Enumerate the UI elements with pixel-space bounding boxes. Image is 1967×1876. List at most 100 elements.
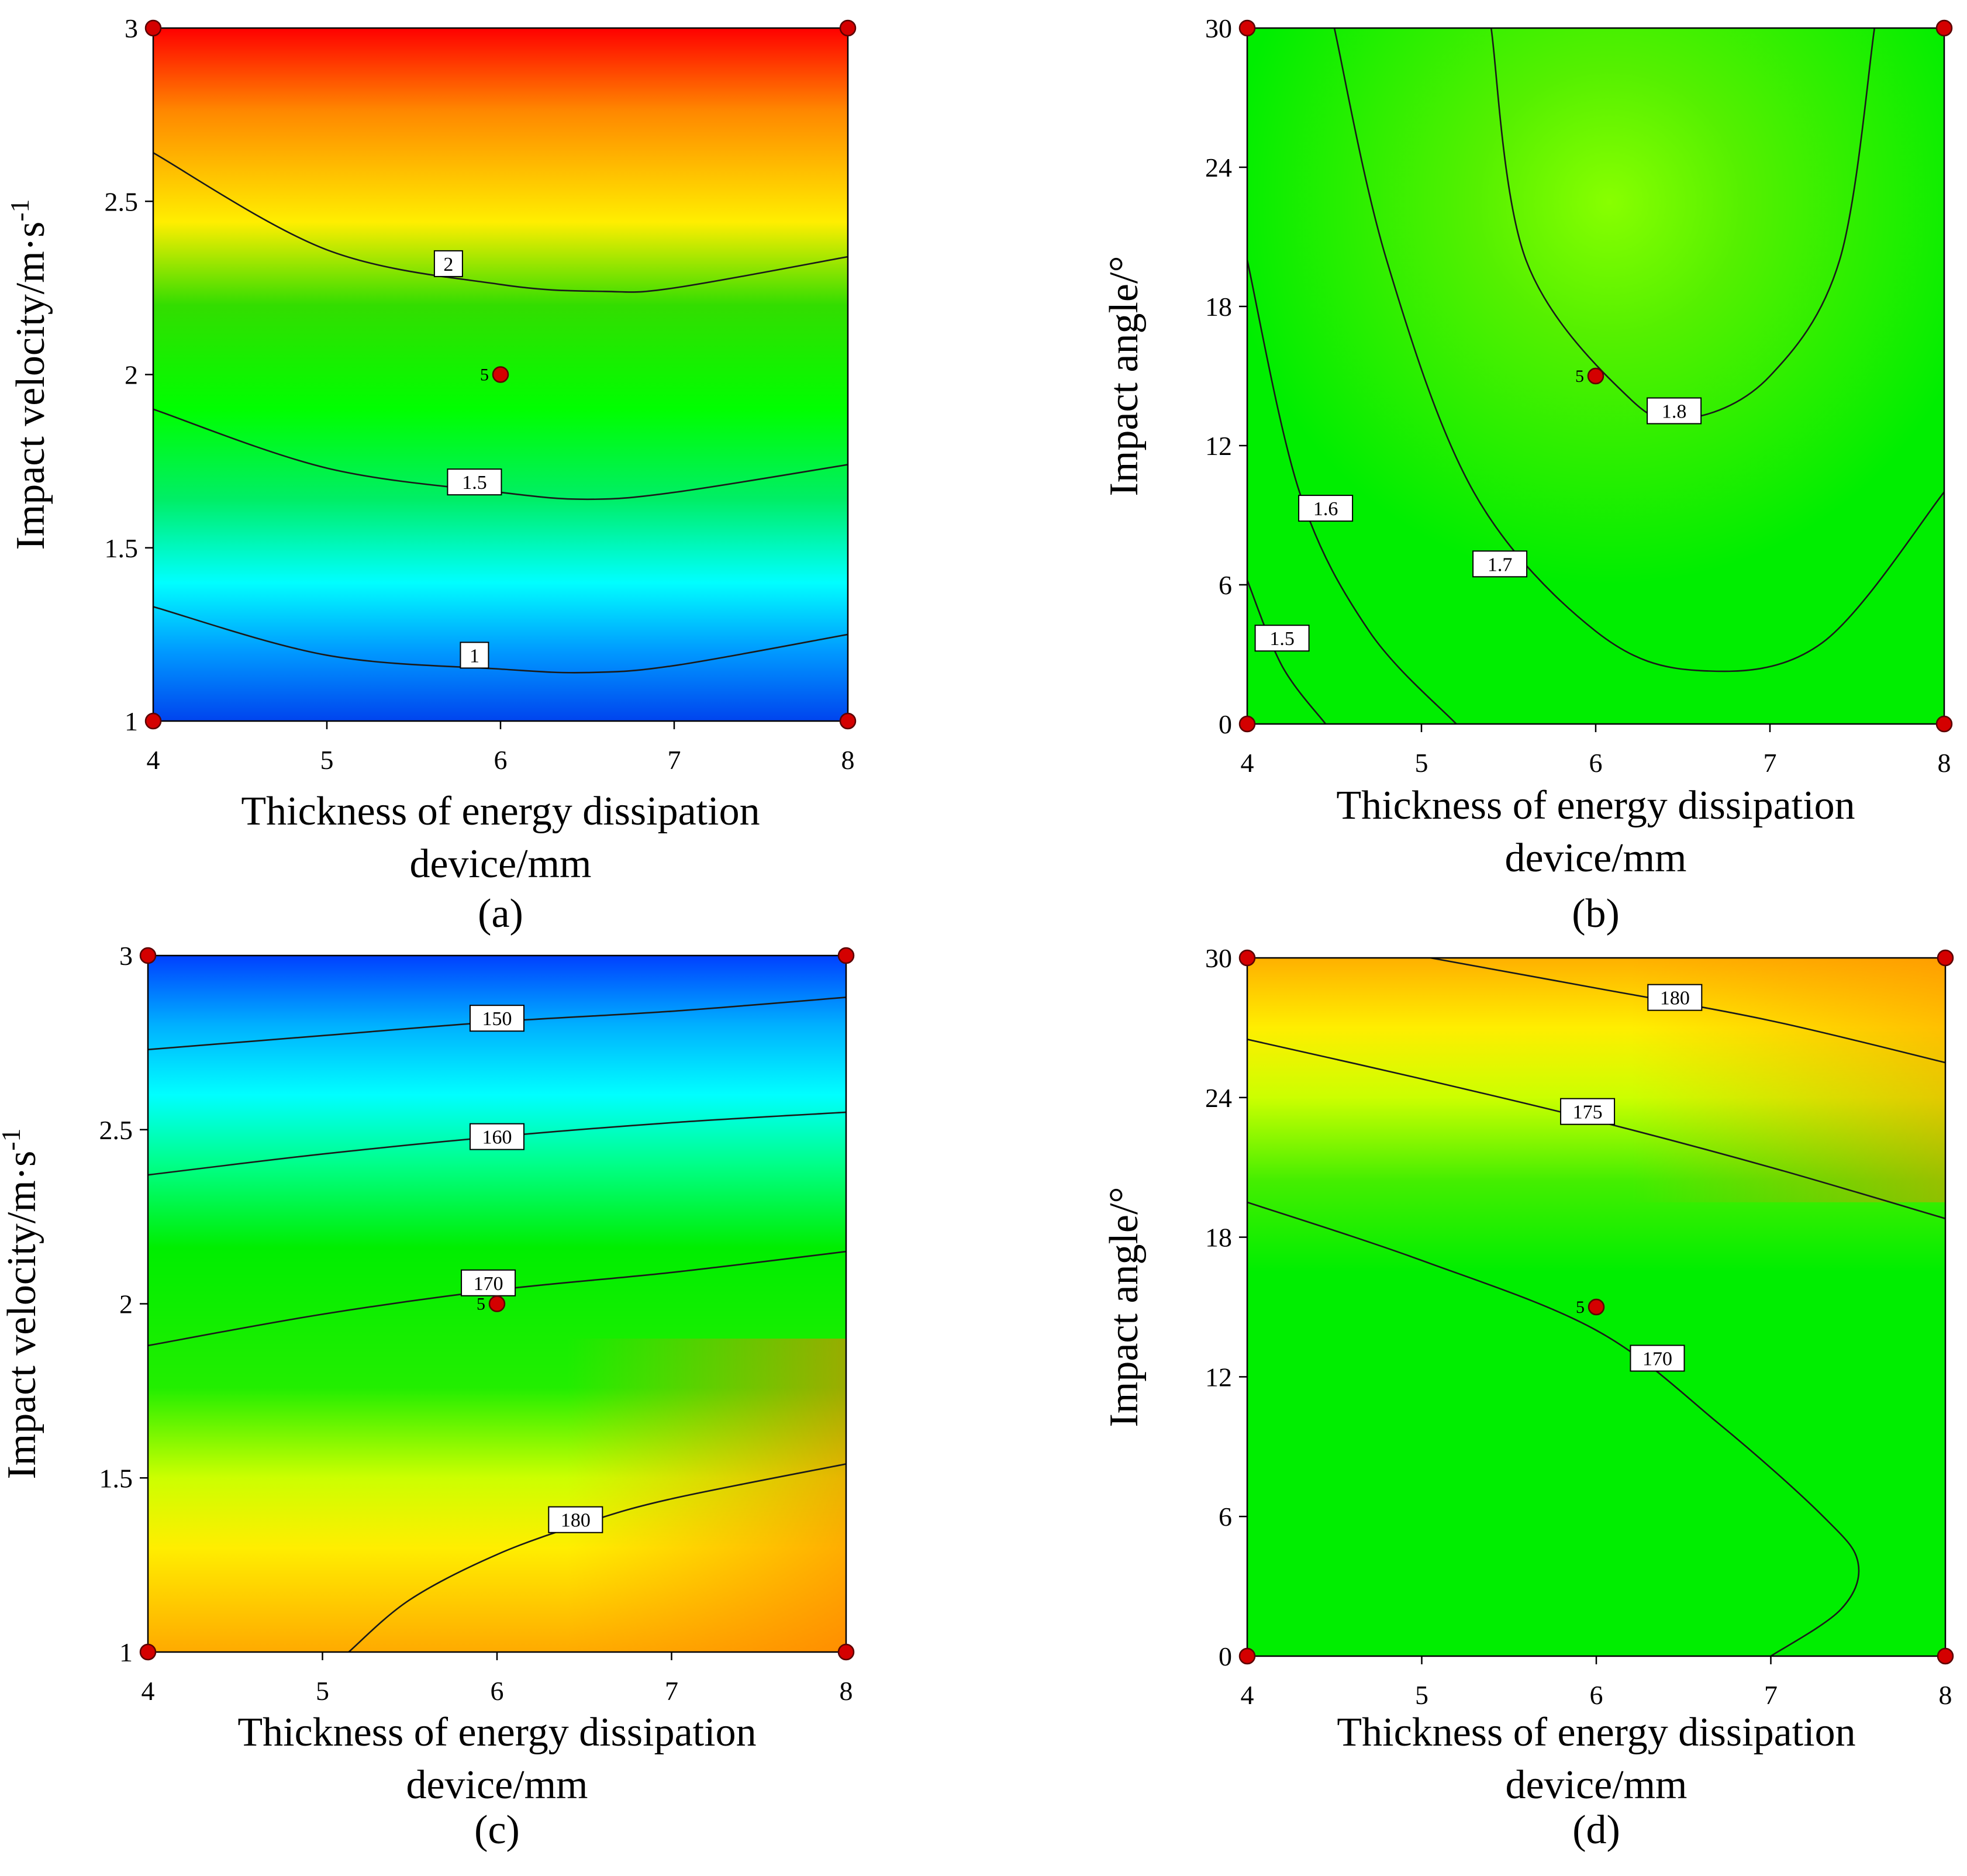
design-point <box>1937 1647 1954 1665</box>
x-tick-label: 4 <box>142 1676 155 1706</box>
x-tick-label: 7 <box>1764 748 1777 778</box>
design-point <box>139 947 157 964</box>
panel-label: (b) <box>1572 891 1620 936</box>
design-point <box>492 366 509 383</box>
x-axis-label-line: device/mm <box>1504 836 1686 881</box>
contour-label: 2 <box>443 254 453 275</box>
panel-c: 150 160 170 180 4 5 6 7 8 1 1.5 2 2.5 3 Thickness of e… <box>0 941 855 1853</box>
x-axis-label-line: Thickness of energy dissipation <box>1336 783 1855 828</box>
contour-line-1.5 <box>1247 580 1327 724</box>
contour-line-1.5 <box>153 408 848 501</box>
contour-line-1.6 <box>1247 260 1457 724</box>
y-axis-label-superscript: -1 <box>0 1128 26 1150</box>
x-tick-label: 8 <box>840 1676 853 1706</box>
design-point <box>1238 715 1256 733</box>
y-tick-label: 24 <box>1205 1083 1232 1113</box>
y-tick-label: 18 <box>1205 292 1232 322</box>
design-point <box>1588 1298 1605 1316</box>
center-point-label: 5 <box>477 1295 485 1314</box>
contour-label-box <box>1298 495 1354 522</box>
y-tick-label: 0 <box>1219 709 1232 739</box>
y-axis-label-text: Impact velocity/m·s <box>8 222 53 550</box>
heatmap-tint <box>148 1339 846 1652</box>
y-axis-label: Impact velocity/m·s-1 <box>0 1128 44 1479</box>
y-tick-label: 3 <box>119 941 133 971</box>
contour-label-box <box>548 1506 603 1533</box>
contour-label: 170 <box>1642 1349 1672 1370</box>
contour-label: 180 <box>1660 988 1690 1009</box>
x-axis-label-line: device/mm <box>406 1763 588 1808</box>
x-axis-label-line: Thickness of energy dissipation <box>241 789 760 834</box>
panel-d: 170 175 180 4 5 6 7 8 0 6 12 18 24 30 Thickness of ene… <box>1102 943 1954 1853</box>
contour-label-box <box>1647 984 1703 1011</box>
design-point <box>139 1643 157 1661</box>
y-axis-label-text: Impact angle/° <box>1102 1187 1147 1427</box>
contour-label-box <box>1254 625 1310 652</box>
x-tick-label: 6 <box>491 1676 504 1706</box>
x-tick-label: 7 <box>1764 1680 1778 1710</box>
contour-label: 1.7 <box>1488 554 1513 575</box>
x-tick-label: 6 <box>1590 1680 1603 1710</box>
contour-label-box <box>447 468 502 496</box>
contour-label-box <box>470 1123 524 1150</box>
x-tick-label: 5 <box>1415 1680 1428 1710</box>
y-tick-label: 1 <box>119 1637 133 1667</box>
y-tick-label: 30 <box>1205 13 1232 43</box>
design-point <box>1937 949 1954 967</box>
design-point <box>144 712 162 730</box>
contour-label: 170 <box>474 1273 503 1295</box>
y-tick-label: 2.5 <box>99 1115 133 1145</box>
design-point <box>837 1643 855 1661</box>
panel-label: (c) <box>474 1808 520 1853</box>
x-tick-label: 8 <box>1939 1680 1952 1710</box>
x-tick-label: 8 <box>841 745 855 775</box>
contour-line-1.7 <box>1333 28 1944 673</box>
y-axis-label: Impact angle/° <box>1102 256 1147 496</box>
x-tick-label: 8 <box>1938 748 1951 778</box>
design-point <box>839 19 857 37</box>
x-tick-label: 5 <box>1415 748 1428 778</box>
contour-label-box <box>433 250 463 277</box>
design-point <box>837 947 855 964</box>
contour-line-2 <box>153 152 848 293</box>
panel-label: (a) <box>478 891 523 936</box>
contour-line-1 <box>153 606 848 674</box>
contour-label: 1.5 <box>462 472 487 494</box>
contour-label-box <box>1472 550 1528 578</box>
design-point <box>1238 19 1256 37</box>
y-tick-label: 24 <box>1205 153 1232 182</box>
x-axis-label-line: Thickness of energy dissipation <box>1337 1710 1855 1755</box>
y-tick-label: 12 <box>1205 431 1232 461</box>
y-tick-label: 1.5 <box>105 533 139 563</box>
contour-label: 150 <box>482 1008 512 1030</box>
y-tick-label: 2 <box>125 360 138 390</box>
y-axis-label-text: Impact velocity/m·s <box>0 1151 44 1480</box>
panel-label: (d) <box>1572 1808 1620 1853</box>
x-tick-label: 7 <box>665 1676 678 1706</box>
x-tick-label: 4 <box>1241 748 1254 778</box>
y-tick-label: 0 <box>1219 1642 1232 1671</box>
design-point <box>1935 19 1953 37</box>
design-point <box>1587 367 1604 385</box>
contour-group <box>153 152 848 674</box>
design-point <box>488 1295 506 1312</box>
x-axis-label-line: device/mm <box>409 842 591 887</box>
contour-label: 1.5 <box>1269 628 1295 650</box>
y-tick-label: 1.5 <box>99 1463 133 1493</box>
y-axis-label-text: Impact angle/° <box>1102 256 1147 496</box>
design-point <box>144 19 162 37</box>
x-tick-label: 7 <box>668 745 681 775</box>
y-tick-label: 6 <box>1219 570 1232 600</box>
y-tick-label: 2.5 <box>105 187 139 216</box>
y-axis-label: Impact velocity/m·s-1 <box>5 199 53 550</box>
contour-label: 1.8 <box>1662 401 1687 423</box>
y-tick-label: 3 <box>125 13 138 43</box>
y-axis-label: Impact angle/° <box>1102 1187 1147 1427</box>
x-tick-label: 4 <box>147 745 160 775</box>
design-point <box>1238 949 1256 967</box>
y-tick-label: 18 <box>1205 1223 1232 1253</box>
contour-label-box <box>1560 1098 1616 1125</box>
center-point-label: 5 <box>1575 367 1584 386</box>
center-point-label: 5 <box>480 365 489 385</box>
contour-label: 1 <box>470 645 479 667</box>
